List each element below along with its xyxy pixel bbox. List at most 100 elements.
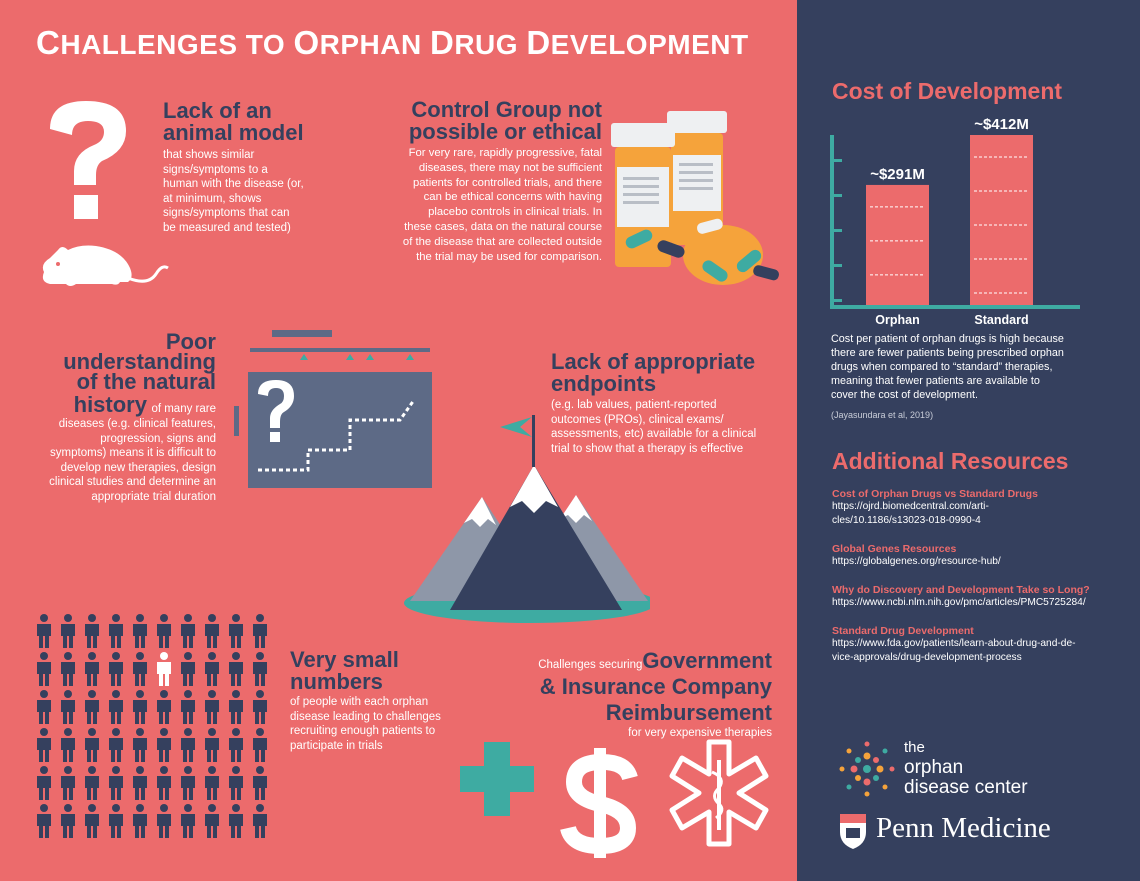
person-icon: [85, 690, 99, 724]
person-icon: [205, 614, 219, 648]
page-title: CHALLENGES TO ORPHAN DRUG DEVELOPMENT: [36, 24, 749, 61]
control-group-section: Control Group not possible or ethical Fo…: [370, 99, 602, 264]
person-icon: [85, 766, 99, 800]
category-label: Orphan: [875, 313, 919, 327]
person-icon: [205, 690, 219, 724]
endpoints-body: (e.g. lab values, patient-reported outcom…: [551, 399, 757, 455]
resource-link[interactable]: https://globalgenes.org/resource-hub/: [832, 556, 1001, 567]
person-icon: [253, 690, 267, 724]
person-icon: [133, 652, 147, 686]
person-icon: [205, 766, 219, 800]
resources-heading: Additional Resources: [832, 448, 1069, 474]
y-tick: [834, 194, 842, 197]
person-icon: [133, 804, 147, 838]
person-icon: [133, 690, 147, 724]
person-icon: [61, 614, 75, 648]
person-icon: [109, 614, 123, 648]
category-label: Standard: [974, 313, 1028, 327]
person-icon: [37, 652, 51, 686]
cost-body: Cost per patient of orphan drugs is high…: [831, 332, 1091, 423]
person-icon: [61, 652, 75, 686]
person-icon: [85, 728, 99, 762]
person-icon: [253, 804, 267, 838]
person-icon: [61, 728, 75, 762]
person-icon: [37, 766, 51, 800]
resource-link[interactable]: https://www.ncbi.nlm.nih.gov/pmc/article…: [832, 597, 1086, 608]
person-icon: [157, 728, 171, 762]
resource-link[interactable]: https://ojrd.biomedcentral.com/arti-: [832, 501, 989, 512]
person-icon: [85, 652, 99, 686]
person-icon: [37, 690, 51, 724]
resource-item: Cost of Orphan Drugs vs Standard Drugs h…: [832, 488, 1132, 543]
dollar-sign-icon: [556, 748, 646, 858]
y-tick: [834, 299, 842, 302]
penn-shield-icon: [838, 812, 868, 850]
y-tick: [834, 229, 842, 232]
bar-orphan: [866, 184, 929, 305]
person-icon: [37, 614, 51, 648]
resource-item: Why do Discovery and Development Take so…: [832, 584, 1132, 625]
person-icon: [253, 614, 267, 648]
person-icon: [37, 728, 51, 762]
small-numbers-body: of people with each orphan disease leadin…: [290, 696, 441, 752]
person-icon: [37, 804, 51, 838]
person-icon: [253, 728, 267, 762]
mountain-flag-icon: [400, 415, 650, 625]
pill-bottles-icon: [605, 105, 790, 295]
person-icon: [157, 690, 171, 724]
person-icon: [181, 652, 195, 686]
animal-model-heading: Lack of an animal model: [163, 98, 304, 145]
person-icon: [229, 766, 243, 800]
resource-link[interactable]: https://www.fda.gov/patients/learn-about…: [832, 638, 1076, 649]
resources-list: Cost of Orphan Drugs vs Standard Drugs h…: [832, 488, 1132, 665]
person-icon: [181, 804, 195, 838]
y-tick: [834, 264, 842, 267]
person-icon: [205, 652, 219, 686]
person-icon: [109, 652, 123, 686]
control-group-body: For very rare, rapidly progressive, fata…: [402, 147, 602, 263]
x-axis: [830, 305, 1080, 309]
cost-heading: Cost of Development: [832, 78, 1063, 104]
citation: (Jayasundara et al, 2019): [831, 410, 934, 420]
person-icon: [181, 690, 195, 724]
person-icon: [229, 690, 243, 724]
person-icon: [253, 652, 267, 686]
orphan-disease-center-logo-icon: [838, 740, 896, 798]
person-icon: [61, 804, 75, 838]
bar-value-label: ~$291M: [870, 166, 925, 183]
y-tick: [834, 159, 842, 162]
person-icon: [109, 690, 123, 724]
small-numbers-section: Very small numbers of people with each o…: [290, 649, 475, 753]
medical-cross-icon: [460, 742, 534, 816]
people-grid-icon: [36, 614, 276, 846]
person-icon: [85, 614, 99, 648]
person-icon: [157, 804, 171, 838]
penn-medicine-logo: Penn Medicine: [876, 812, 1051, 844]
person-icon: [229, 804, 243, 838]
y-axis: [830, 135, 834, 309]
orphan-disease-center-logo: the orphan disease center: [904, 739, 1028, 798]
person-icon: [253, 766, 267, 800]
person-icon: [157, 614, 171, 648]
person-icon: [61, 766, 75, 800]
person-icon: [133, 614, 147, 648]
animal-model-body: that shows similar signs/symptoms to a hum…: [163, 149, 304, 234]
bar-value-label: ~$412M: [974, 116, 1029, 133]
person-icon: [229, 728, 243, 762]
person-highlighted-icon: [157, 652, 171, 686]
person-icon: [109, 766, 123, 800]
person-icon: [133, 766, 147, 800]
small-numbers-heading: Very small numbers: [290, 647, 399, 694]
control-group-heading: Control Group not possible or ethical: [408, 97, 602, 144]
person-icon: [109, 728, 123, 762]
animal-model-section: Lack of an animal model that shows simil…: [163, 100, 373, 235]
person-icon: [229, 652, 243, 686]
natural-history-body: history of many rare diseases (e.g. clin…: [49, 392, 216, 503]
resource-item: Global Genes Resources https://globalgen…: [832, 543, 1132, 584]
person-icon: [109, 804, 123, 838]
person-icon: [157, 766, 171, 800]
natural-history-heading: Poor understanding of the natural: [63, 329, 216, 394]
person-icon: [61, 690, 75, 724]
mouse-icon: [36, 238, 171, 290]
person-icon: [85, 804, 99, 838]
